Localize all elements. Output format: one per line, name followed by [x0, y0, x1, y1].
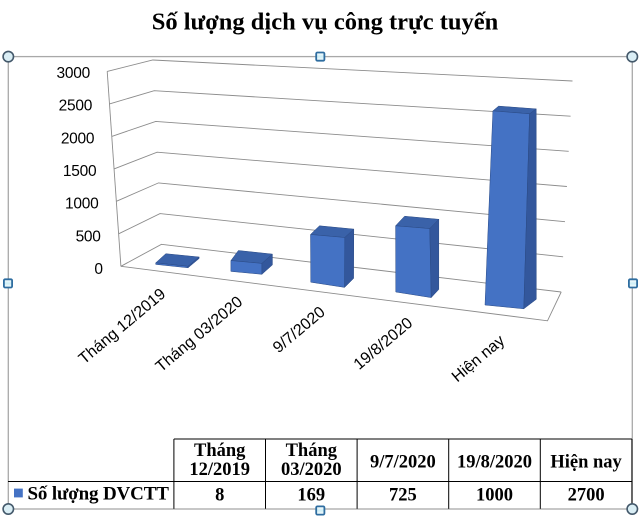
- svg-text:03/2020: 03/2020: [281, 460, 342, 480]
- svg-text:2500: 2500: [59, 98, 93, 115]
- svg-text:Hiện nay: Hiện nay: [449, 332, 508, 386]
- svg-text:Số lượng DVCTT: Số lượng DVCTT: [28, 484, 170, 505]
- svg-text:500: 500: [76, 228, 102, 245]
- svg-text:Tháng 12/2019: Tháng 12/2019: [76, 285, 169, 367]
- svg-text:2000: 2000: [61, 130, 95, 147]
- svg-text:0: 0: [94, 261, 103, 278]
- svg-text:8: 8: [215, 486, 224, 506]
- svg-text:725: 725: [389, 486, 417, 506]
- svg-text:9/7/2020: 9/7/2020: [270, 304, 329, 357]
- svg-text:Số lượng dịch vụ công trực tuy: Số lượng dịch vụ công trực tuyến: [152, 9, 499, 36]
- svg-text:1000: 1000: [476, 486, 513, 506]
- svg-text:19/8/2020: 19/8/2020: [351, 315, 417, 374]
- svg-text:12/2019: 12/2019: [189, 460, 250, 480]
- svg-text:Tháng: Tháng: [194, 441, 246, 461]
- svg-text:9/7/2020: 9/7/2020: [370, 453, 436, 473]
- svg-text:1000: 1000: [65, 196, 99, 213]
- svg-text:2700: 2700: [568, 486, 605, 506]
- svg-text:Tháng 03/2020: Tháng 03/2020: [153, 293, 246, 375]
- svg-text:3000: 3000: [57, 65, 91, 82]
- svg-text:19/8/2020: 19/8/2020: [457, 453, 532, 473]
- svg-text:Hiện nay: Hiện nay: [550, 453, 622, 473]
- svg-text:169: 169: [297, 486, 325, 506]
- svg-text:Tháng: Tháng: [286, 441, 338, 461]
- svg-text:1500: 1500: [63, 163, 97, 180]
